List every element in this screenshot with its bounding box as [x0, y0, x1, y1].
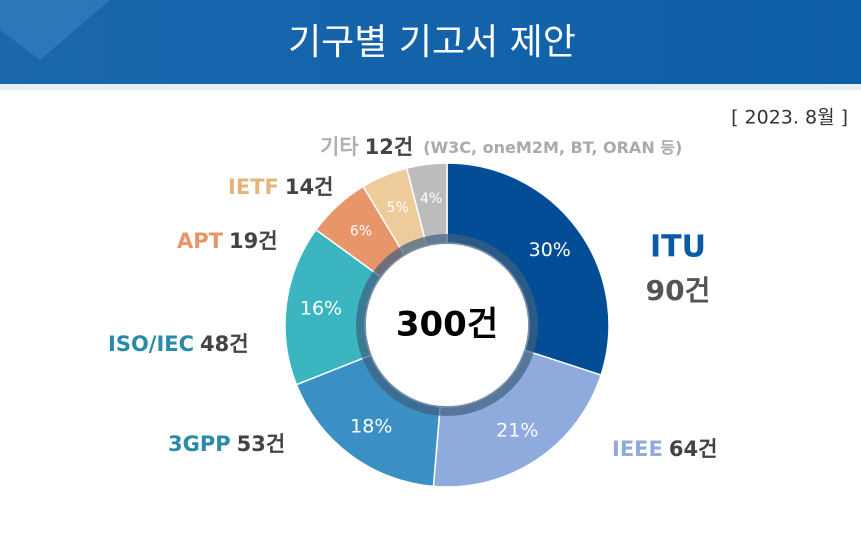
category-count: IEEE 64건: [612, 437, 717, 461]
percent-label: 6%: [350, 224, 372, 240]
percent-label: 21%: [496, 419, 538, 441]
header-shadow: [0, 84, 861, 90]
category-label: IETF: [228, 175, 279, 199]
inner-ring: [356, 234, 538, 416]
other-note: (W3C, oneM2M, BT, ORAN 등): [423, 138, 682, 157]
category-label: IEEE: [612, 437, 663, 461]
center-total: 300건: [396, 305, 498, 345]
donut-hole: [366, 244, 528, 406]
percent-label: 4%: [420, 191, 442, 207]
slide-title: 기구별 기고서 제안: [288, 22, 576, 63]
count-label: 12건: [365, 135, 414, 159]
category-label: 기타: [320, 135, 359, 159]
category-label: ITU: [650, 230, 706, 265]
category-count: IETF 14건: [228, 175, 333, 199]
percent-label: 30%: [529, 239, 571, 261]
header-band: [0, 0, 861, 84]
count-label: 19건: [229, 229, 278, 253]
date-note: [ 2023. 8월 ]: [731, 107, 848, 129]
category-label: 3GPP: [168, 432, 231, 456]
count-label: 90건: [646, 274, 711, 307]
percent-label: 18%: [350, 415, 392, 437]
percent-label: 16%: [300, 298, 342, 320]
category-label: APT: [177, 229, 224, 253]
category-count: 기타 12건 (W3C, oneM2M, BT, ORAN 등): [320, 135, 682, 159]
category-count: ISO/IEC 48건: [108, 332, 249, 356]
count-label: 14건: [285, 175, 334, 199]
header-decoration: [0, 0, 110, 60]
category-count: 3GPP 53건: [168, 432, 285, 456]
category-count: APT 19건: [177, 229, 278, 253]
count-label: 64건: [669, 437, 718, 461]
category-label: ISO/IEC: [108, 332, 194, 356]
count-label: 53건: [237, 432, 286, 456]
percent-label: 5%: [387, 200, 409, 216]
count-label: 48건: [200, 332, 249, 356]
